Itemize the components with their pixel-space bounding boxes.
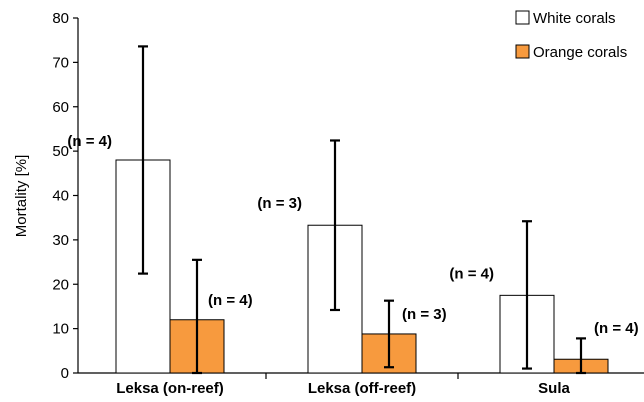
legend-label: Orange corals [533,44,627,61]
x-category-label: Leksa (on-reef) [116,380,224,397]
y-tick-label: 20 [52,276,69,293]
y-tick-label: 40 [52,188,69,205]
bars: (n = 4) (n = 4) (n = 3) (n = 3) (n = 4) (n = … [67,46,638,373]
sample-size-label: (n = 4) [449,265,494,282]
y-tick-label: 30 [52,232,69,249]
sample-size-label: (n = 4) [594,320,639,337]
sample-size-label: (n = 4) [67,133,112,150]
y-tick-label: 10 [52,321,69,338]
y-axis-title: Mortality [%] [13,155,30,238]
x-category-label: Sula [538,380,570,397]
sample-size-label: (n = 4) [208,292,253,309]
y-tick-label: 0 [61,365,69,382]
y-tick-label: 70 [52,54,69,71]
y-tick-label: 80 [52,10,69,27]
legend-label: White corals [533,10,616,27]
legend-swatch [516,11,529,24]
y-tick-label: 60 [52,99,69,116]
sample-size-label: (n = 3) [402,306,447,323]
legend-swatch [516,45,529,58]
x-category-label: Leksa (off-reef) [308,380,416,397]
sample-size-label: (n = 3) [257,195,302,212]
x-axis: Leksa (on-reef) Leksa (off-reef) Sula [78,373,644,397]
legend: White corals Orange corals [516,10,627,61]
